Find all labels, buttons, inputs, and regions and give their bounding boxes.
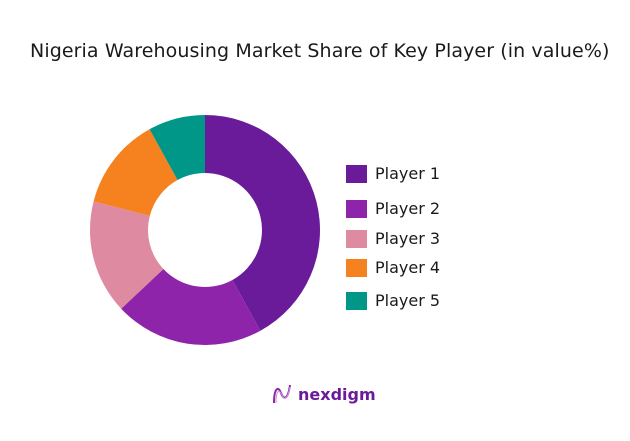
donut-slice-player-1 bbox=[205, 115, 320, 331]
legend-label: Player 1 bbox=[375, 164, 441, 183]
legend-swatch bbox=[346, 291, 367, 310]
legend-item-player-4: Player 4 bbox=[346, 258, 440, 277]
brand-name: nexdigm bbox=[298, 384, 376, 404]
legend-label: Player 3 bbox=[375, 229, 441, 248]
legend-label: Player 2 bbox=[375, 199, 441, 218]
legend-label: Player 5 bbox=[375, 291, 441, 310]
brand-logo: nexdigm bbox=[272, 383, 376, 405]
legend-item-player-5: Player 5 bbox=[346, 291, 440, 310]
donut-slice-player-3 bbox=[90, 201, 164, 309]
legend-swatch bbox=[346, 258, 367, 277]
legend-item-player-1: Player 1 bbox=[346, 164, 440, 183]
nexdigm-logo-icon bbox=[273, 384, 291, 404]
donut-slice-player-2 bbox=[121, 269, 261, 346]
legend-label: Player 4 bbox=[375, 258, 441, 277]
legend-swatch bbox=[346, 164, 367, 183]
donut-slice-player-5 bbox=[149, 115, 205, 181]
chart-title: Nigeria Warehousing Market Share of Key … bbox=[30, 40, 610, 62]
donut-slice-player-4 bbox=[93, 129, 178, 216]
legend-swatch bbox=[346, 229, 367, 248]
legend-item-player-3: Player 3 bbox=[346, 229, 440, 248]
legend-item-player-2: Player 2 bbox=[346, 199, 440, 218]
donut-slices bbox=[90, 115, 320, 346]
legend-swatch bbox=[346, 199, 367, 218]
